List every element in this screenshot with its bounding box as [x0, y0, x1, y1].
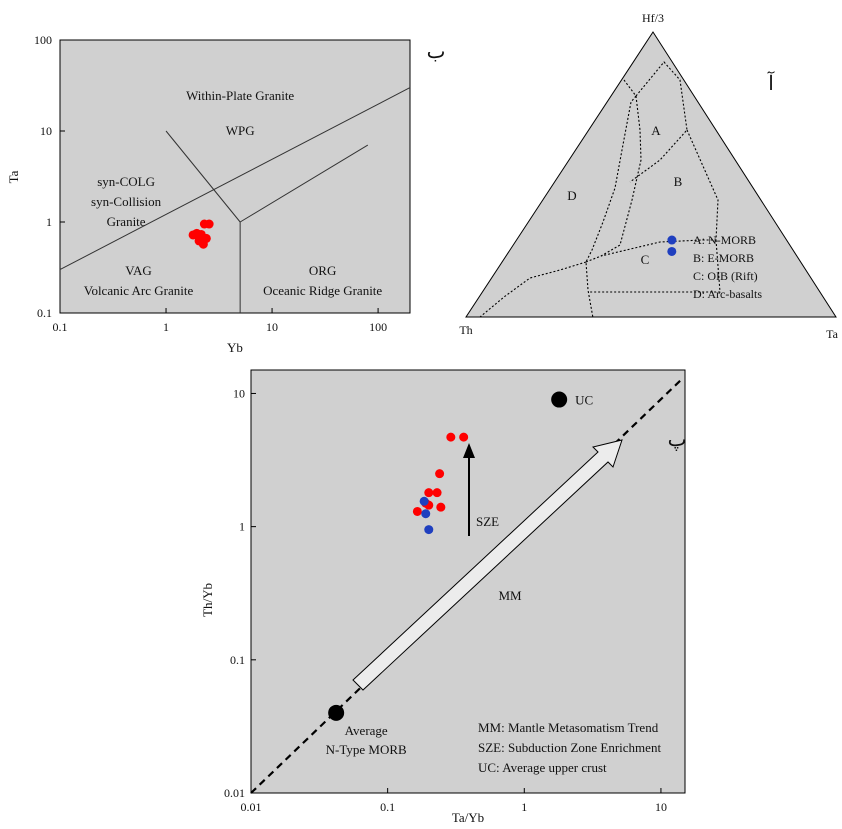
panel-p-y-tick-label: 0.1 [230, 653, 245, 667]
panel-b-data-point [204, 219, 214, 229]
ternary-legend-item: D: Arc-basalts [693, 287, 762, 301]
panel-p-points [412, 432, 469, 535]
ternary-field-b: B [674, 174, 683, 189]
ternary-field-d: D [567, 188, 576, 203]
field-boundary-a [629, 61, 688, 183]
panel-p-data-point [435, 469, 445, 479]
ternary-field-a: A [651, 123, 661, 138]
mantle-array-line [250, 377, 684, 794]
panel-p-x-tick-label: 0.1 [380, 800, 395, 814]
panel-b-region-label: WPG [226, 123, 255, 138]
panel-p-data-point [412, 506, 422, 516]
panel-b-xlabel: Yb [227, 340, 243, 355]
panel-b-region-label: syn-COLG [97, 174, 155, 189]
panel-p-data-point [436, 502, 446, 512]
panel-b-x-tick-label: 10 [266, 320, 278, 334]
panel-b-y-tick-label: 10 [40, 124, 52, 138]
ternary-legend: A: N-MORB B: E-MORB C: OIB (Rift) D: Arc… [693, 233, 762, 301]
panel-p-data-point [419, 496, 429, 506]
panel-b-region-labels: Within-Plate Granite WPG syn-COLG syn-Colli… [84, 88, 383, 298]
panel-b-ylabel: Ta [6, 170, 21, 183]
ternary-triangle [465, 31, 837, 318]
sze-arrow-head [463, 443, 475, 458]
panel-b-region-label: Within-Plate Granite [186, 88, 294, 103]
panel-p-y-tick-label: 0.01 [224, 786, 245, 800]
panel-p-y-tick-label: 1 [239, 520, 245, 534]
panel-p-reference-label: Average [345, 723, 388, 738]
panel-p-x-tick-label: 1 [521, 800, 527, 814]
panel-b-data-point [201, 233, 211, 243]
ternary-vertex-top: Hf/3 [642, 11, 664, 25]
panel-b-y-tick-label: 100 [34, 33, 52, 47]
panel-b-region-label: Granite [107, 214, 146, 229]
ternary-data-point [667, 235, 677, 245]
panel-p-reference-label: N-Type MORB [326, 742, 407, 757]
panel-b-x-tick-label: 1 [163, 320, 169, 334]
panel-b-boundary-line [239, 144, 369, 223]
panel-p-x-tick-label: 0.01 [241, 800, 262, 814]
panel-p-x-tick-label: 10 [655, 800, 667, 814]
panel-a: A B C D A: N-MORB B: E-MORB C: OIB (Rift… [459, 11, 838, 341]
ternary-data-point [667, 246, 677, 256]
panel-b-points [188, 219, 214, 249]
panel-p-ylabel: Th/Yb [200, 583, 215, 617]
ternary-field-boundaries [479, 61, 721, 319]
panel-p-data-point [446, 432, 456, 442]
panel-b-x-tick-label: 100 [369, 320, 387, 334]
panel-p-reference-label: UC [575, 393, 593, 408]
panel-b-boundary-line [59, 87, 411, 271]
ternary-legend-item: C: OIB (Rift) [693, 269, 758, 283]
panel-p-y-tick-label: 10 [233, 386, 245, 400]
field-boundary-outer [585, 79, 637, 319]
panel-p: 0.01 0.1 1 10 0.01 0.1 1 10 UC Average N-Type MOR… [200, 369, 687, 825]
panel-b-x-tick-label: 0.1 [53, 320, 68, 334]
mm-trend-label: MM [498, 588, 522, 603]
panel-a-label: آ [767, 71, 775, 95]
ternary-vertex-right: Ta [826, 327, 838, 341]
ternary-points [667, 235, 677, 256]
panel-p-reference-marker [328, 704, 345, 721]
panel-b-label: ب [427, 41, 446, 63]
panel-p-xlabel: Ta/Yb [452, 810, 484, 825]
ternary-legend-item: B: E-MORB [693, 251, 754, 265]
field-boundary-d [479, 261, 587, 318]
panel-p-legend-item: UC: Average upper crust [478, 760, 607, 775]
mm-trend-arrow [352, 439, 623, 691]
panel-p-data-point [432, 488, 442, 498]
panel-p-data-point [424, 525, 434, 535]
ternary-vertex-left: Th [459, 323, 472, 337]
panel-b-boundaries [59, 87, 411, 313]
panel-b-region-label: VAG [125, 263, 152, 278]
panel-b-region-label: Volcanic Arc Granite [84, 283, 194, 298]
sze-label: SZE [476, 514, 499, 529]
panel-b-boundary-line [165, 130, 241, 223]
panel-p-data-point [421, 509, 431, 519]
panel-p-data-point [424, 488, 434, 498]
panel-p-reference-marker [551, 391, 568, 408]
panel-p-legend: MM: Mantle Metasomatism Trend SZE: Subdu… [478, 720, 661, 775]
panel-b-region-label: syn-Collision [91, 194, 162, 209]
panel-p-reference-points: UC Average N-Type MORB [326, 391, 593, 757]
panel-p-legend-item: SZE: Subduction Zone Enrichment [478, 740, 661, 755]
panel-b-y-tick-label: 1 [46, 215, 52, 229]
panel-p-legend-item: MM: Mantle Metasomatism Trend [478, 720, 659, 735]
panel-p-label: پ [668, 429, 687, 451]
panel-b-region-label: Oceanic Ridge Granite [263, 283, 382, 298]
panel-b-region-label: ORG [309, 263, 336, 278]
ternary-field-c: C [641, 252, 650, 267]
panel-b-ticks: 0.1 1 10 100 0.1 1 10 100 [34, 33, 387, 334]
panel-b-plot-area [59, 39, 411, 314]
panel-p-ticks: 0.01 0.1 1 10 0.01 0.1 1 10 [224, 386, 667, 814]
panel-p-data-point [459, 432, 469, 442]
panel-b-y-tick-label: 0.1 [37, 306, 52, 320]
ternary-legend-item: A: N-MORB [693, 233, 756, 247]
